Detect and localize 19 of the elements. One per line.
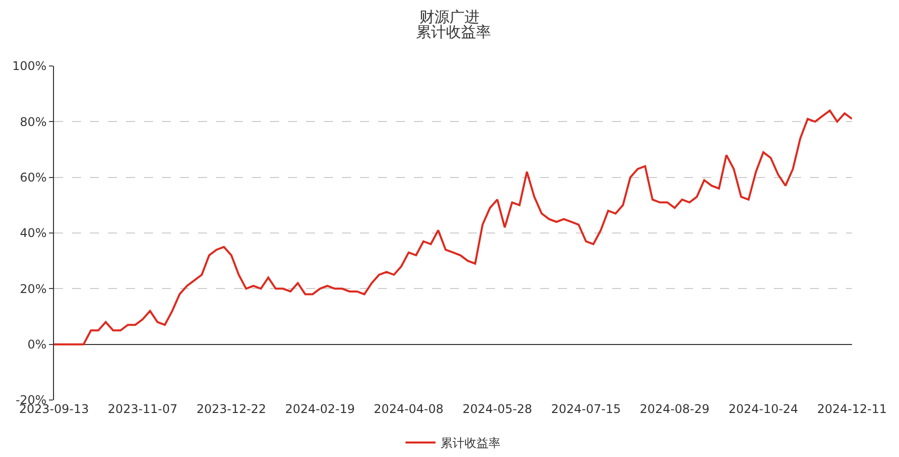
y-tick-label: 40% [20, 226, 47, 240]
x-tick-label: 2023-12-22 [196, 402, 266, 416]
y-tick-label: 20% [20, 282, 47, 296]
legend-label: 累计收益率 [440, 436, 500, 450]
x-tick-label: 2024-08-29 [640, 402, 710, 416]
chart-title: 财源广进 [420, 8, 480, 26]
x-tick-label: 2024-12-11 [817, 402, 887, 416]
y-tick-label: 60% [20, 170, 47, 185]
x-tick-label: 2024-04-08 [374, 402, 444, 416]
x-tick-label: 2024-10-24 [728, 402, 798, 416]
chart-subtitle: 累计收益率 [416, 23, 491, 41]
x-tick-label: 2024-07-15 [551, 402, 621, 416]
y-tick-label: 0% [28, 338, 47, 352]
x-tick-label: 2024-02-19 [285, 402, 355, 416]
y-tick-label: 100% [12, 59, 47, 74]
line-series [54, 110, 852, 346]
x-tick-label: 2023-11-07 [108, 402, 178, 416]
x-tick-label: 2024-05-28 [462, 402, 532, 416]
y-tick-label: 80% [20, 114, 47, 129]
